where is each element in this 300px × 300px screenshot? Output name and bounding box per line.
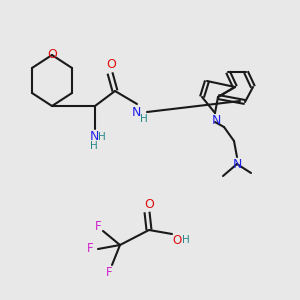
Text: O: O [144,197,154,211]
Text: O: O [47,47,57,61]
Text: F: F [87,242,93,256]
Text: N: N [89,130,99,143]
Text: H: H [140,114,148,124]
Text: H: H [98,132,106,142]
Text: O: O [172,233,182,247]
Text: N: N [131,106,141,118]
Text: N: N [232,158,242,170]
Text: N: N [211,115,221,128]
Text: F: F [106,266,112,280]
Text: H: H [182,235,190,245]
Text: F: F [95,220,101,232]
Text: H: H [90,141,98,151]
Text: O: O [106,58,116,71]
